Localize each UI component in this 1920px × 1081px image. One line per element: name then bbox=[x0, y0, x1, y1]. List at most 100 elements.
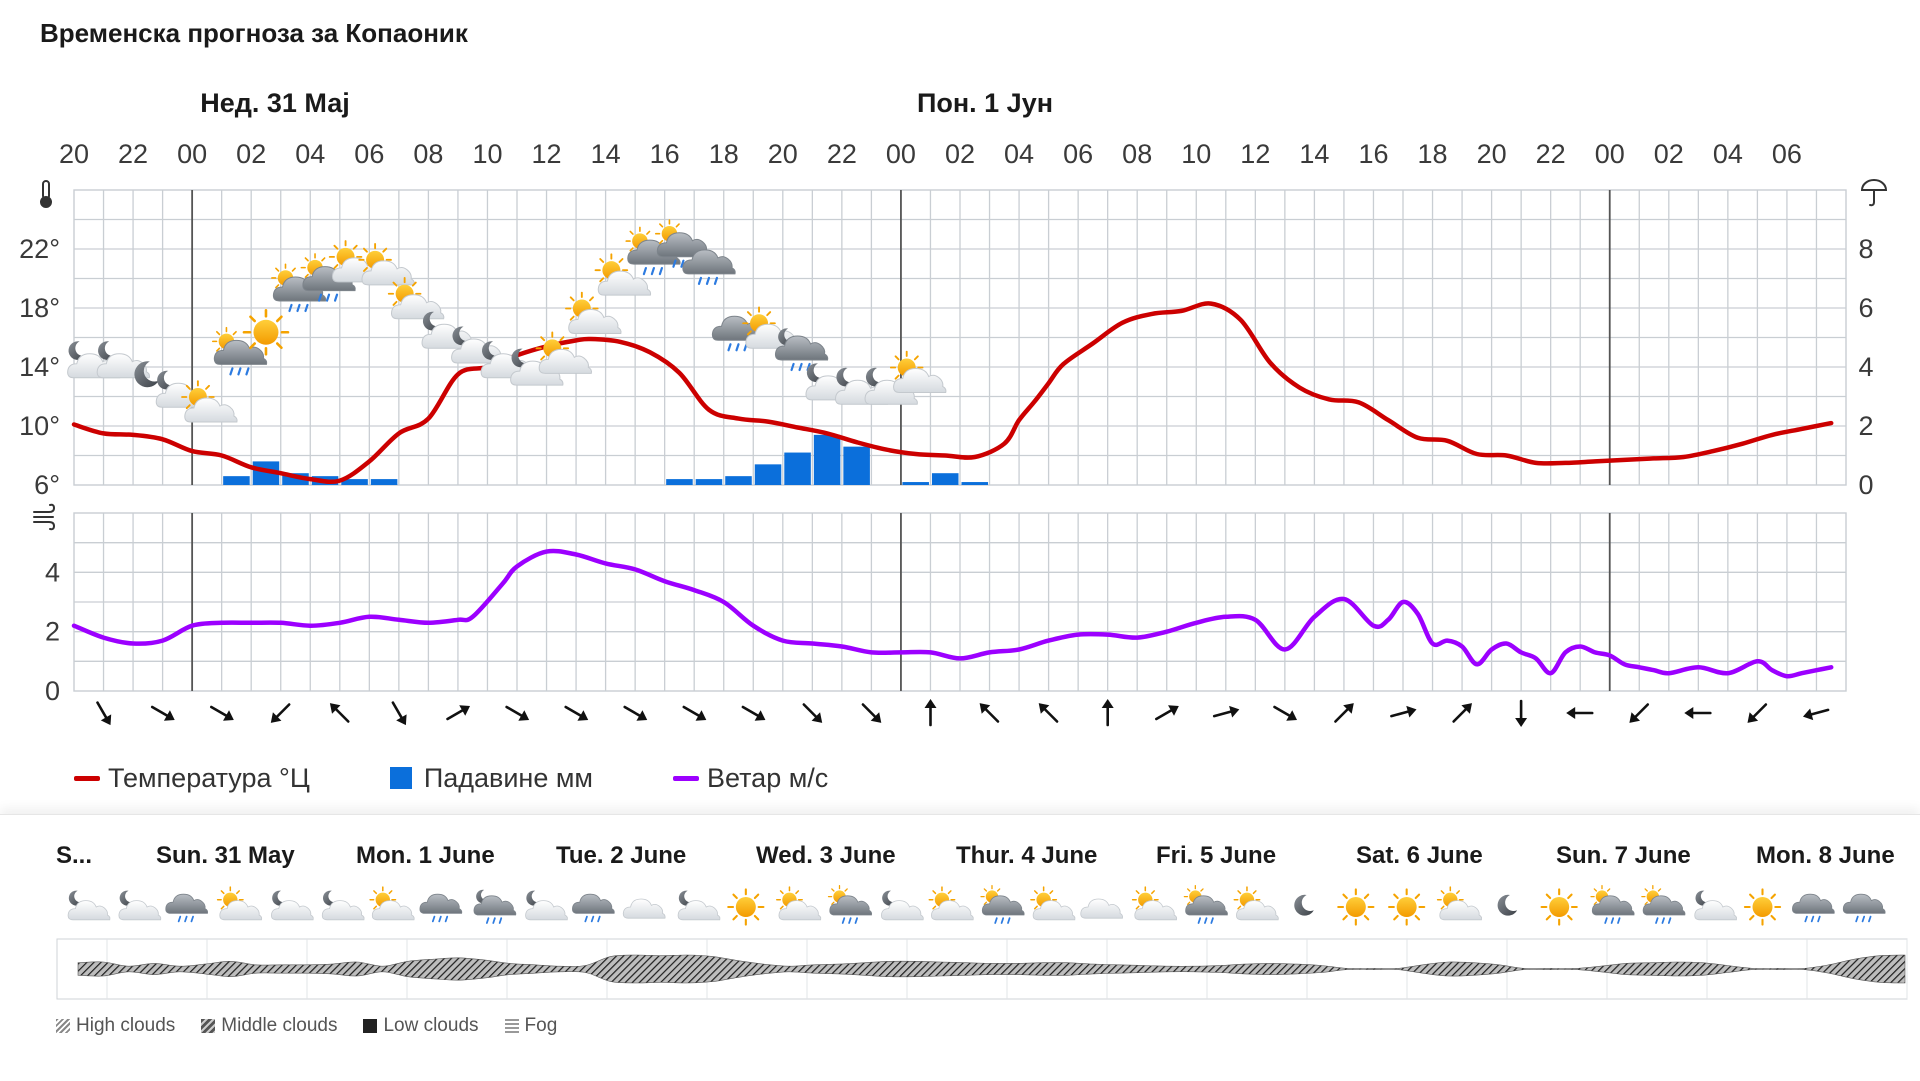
week-day-label: S... bbox=[56, 842, 92, 869]
chart-legend: Температура °Ц Падавине мм Ветар м/с bbox=[74, 758, 908, 798]
hour-tick-label: 06 bbox=[1772, 139, 1802, 169]
middle-clouds-swatch bbox=[201, 1019, 216, 1033]
legend-wind: Ветар м/с bbox=[672, 762, 829, 794]
wind-direction-arrow bbox=[1802, 708, 1830, 721]
sun-cloud-icon bbox=[1031, 887, 1075, 920]
precipitation-bar bbox=[370, 479, 398, 485]
wind-direction-arrow bbox=[1684, 707, 1712, 719]
wind-direction-arrow bbox=[1155, 705, 1179, 721]
cloud-legend-middle: Middle clouds bbox=[201, 1015, 337, 1037]
hour-tick-label: 08 bbox=[413, 139, 443, 169]
legend-precipitation-swatch bbox=[389, 767, 412, 789]
hour-tick-label: 02 bbox=[945, 139, 975, 169]
week-day-label: Sun. 31 May bbox=[156, 842, 295, 869]
hour-tick-label: 04 bbox=[295, 139, 325, 169]
hour-tick-label: 14 bbox=[591, 139, 621, 169]
cloud-rain-icon bbox=[166, 894, 208, 921]
fog-swatch bbox=[504, 1019, 519, 1033]
wind-direction-arrow bbox=[682, 705, 707, 721]
cloud-legend-fog-label: Fog bbox=[524, 1015, 558, 1036]
cloud-rain-icon bbox=[572, 894, 614, 921]
legend-wind-swatch bbox=[672, 775, 699, 781]
wind-direction-arrow bbox=[924, 699, 937, 727]
hour-tick-label: 06 bbox=[1063, 139, 1093, 169]
high-clouds-swatch bbox=[56, 1019, 70, 1033]
legend-wind-label: Ветар м/с bbox=[706, 762, 829, 793]
sun-icon bbox=[1542, 889, 1577, 924]
wind-direction-arrow bbox=[564, 705, 589, 721]
precipitation-bar bbox=[341, 479, 368, 485]
wind-direction-arrow bbox=[1566, 707, 1594, 719]
temperature-tick-label: 10° bbox=[19, 411, 60, 441]
hour-tick-label: 02 bbox=[236, 139, 266, 169]
sun-icon bbox=[1745, 889, 1780, 924]
wind-direction-arrow bbox=[391, 701, 407, 726]
wind-icon bbox=[33, 503, 56, 531]
wind-direction-arrow bbox=[623, 705, 648, 721]
week-day-label: Thur. 4 June bbox=[956, 842, 1097, 869]
wind-direction-arrow bbox=[1452, 703, 1472, 723]
sun-cloud-icon bbox=[1133, 887, 1177, 920]
wind-direction-arrow bbox=[1212, 705, 1240, 718]
cloud-rain-icon bbox=[420, 894, 462, 921]
partly-cloudy-night-icon bbox=[322, 891, 364, 920]
wind-direction-arrow bbox=[861, 703, 882, 723]
precipitation-tick-label: 2 bbox=[1858, 411, 1873, 441]
hour-tick-label: 12 bbox=[1240, 139, 1270, 169]
week-day-label: Wed. 3 June bbox=[756, 842, 896, 869]
weekly-forecast-panel: S... Sun. 31 May Mon. 1 June Tue. 2 June Wed… bbox=[0, 814, 1920, 1081]
precipitation-tick-label: 8 bbox=[1858, 234, 1873, 264]
cloud-legend-middle-label: Middle clouds bbox=[221, 1015, 338, 1036]
sun-cloud-icon bbox=[777, 887, 821, 920]
wind-line bbox=[71, 548, 1834, 679]
sun-icon bbox=[728, 889, 763, 924]
wind-direction-arrow bbox=[1515, 699, 1528, 727]
wind-tick-label: 4 bbox=[45, 557, 60, 587]
sun-cloud-rain-icon bbox=[1184, 886, 1227, 923]
wind-direction-arrow bbox=[210, 705, 234, 721]
precipitation-bar bbox=[843, 446, 870, 485]
temperature-tick-label: 18° bbox=[19, 293, 60, 323]
cloud-icon bbox=[623, 899, 665, 918]
hour-tick-label: 16 bbox=[650, 139, 680, 169]
sun-cloud-icon bbox=[1234, 887, 1278, 920]
hour-tick-label: 20 bbox=[1477, 139, 1507, 169]
temperature-tick-label: 6° bbox=[34, 470, 60, 500]
wind-direction-arrow bbox=[1390, 705, 1417, 718]
hour-tick-label: 02 bbox=[1654, 139, 1684, 169]
partly-cloudy-night-icon bbox=[881, 891, 923, 920]
precipitation-tick-label: 6 bbox=[1858, 293, 1873, 323]
sun-icon bbox=[1338, 889, 1373, 924]
thermometer-icon bbox=[40, 180, 52, 208]
precipitation-tick-label: 4 bbox=[1858, 352, 1873, 382]
partly-cloudy-night-icon bbox=[678, 891, 720, 920]
hour-tick-label: 22 bbox=[827, 139, 857, 169]
low-clouds-swatch bbox=[363, 1019, 378, 1033]
wind-direction-arrow bbox=[1038, 703, 1059, 723]
partly-cloudy-night-icon bbox=[526, 891, 568, 920]
weekly-forecast-chart: S... Sun. 31 May Mon. 1 June Tue. 2 June Wed… bbox=[56, 842, 1908, 1000]
week-day-label: Sun. 7 June bbox=[1556, 842, 1691, 869]
legend-temperature-swatch bbox=[74, 775, 100, 781]
hour-tick-label: 16 bbox=[1358, 139, 1388, 169]
week-day-label: Mon. 8 June bbox=[1756, 842, 1895, 869]
wind-direction-arrow bbox=[802, 703, 823, 723]
day-label: Нед. 31 Мај bbox=[200, 88, 350, 118]
partly-cloudy-night-rain-icon bbox=[474, 890, 516, 923]
page-title: Временска прогноза за Копаоник bbox=[40, 18, 468, 48]
hour-tick-label: 10 bbox=[472, 139, 502, 169]
precipitation-bar bbox=[931, 473, 959, 485]
hour-tick-label: 20 bbox=[768, 139, 798, 169]
legend-temperature-label: Температура °Ц bbox=[108, 762, 310, 793]
legend-precipitation-label: Падавине мм bbox=[423, 762, 593, 793]
legend-precipitation: Падавине мм bbox=[389, 762, 593, 794]
cloud-legend-low: Low clouds bbox=[363, 1015, 479, 1037]
sun-cloud-icon bbox=[1438, 887, 1482, 920]
wind-direction-arrow bbox=[446, 705, 471, 721]
wind-direction-arrow bbox=[270, 703, 291, 723]
cloud-rain-icon bbox=[1843, 894, 1885, 921]
wind-direction-arrow bbox=[741, 705, 766, 721]
wind-direction-arrow bbox=[505, 705, 530, 721]
cloud-legend-fog: Fog bbox=[504, 1015, 558, 1037]
forecast-chart: Нед. 31 Мај Пон. 1 Јун 20 22 00 02 04 06 08 10 12… bbox=[19, 88, 1888, 727]
